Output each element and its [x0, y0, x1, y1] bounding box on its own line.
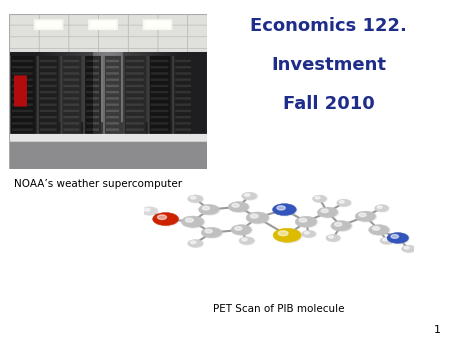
Circle shape — [381, 237, 395, 244]
Circle shape — [402, 245, 416, 252]
Circle shape — [369, 225, 389, 235]
Circle shape — [232, 225, 252, 235]
Circle shape — [369, 225, 390, 235]
Circle shape — [374, 205, 389, 212]
Circle shape — [318, 208, 339, 218]
Circle shape — [202, 228, 223, 238]
Circle shape — [181, 216, 204, 227]
Circle shape — [388, 233, 410, 244]
Circle shape — [273, 203, 296, 216]
Circle shape — [327, 235, 341, 242]
Circle shape — [335, 222, 342, 226]
Circle shape — [232, 203, 239, 207]
Circle shape — [295, 216, 317, 227]
Circle shape — [304, 232, 309, 234]
Circle shape — [382, 238, 387, 241]
Circle shape — [188, 195, 203, 202]
Circle shape — [201, 227, 222, 238]
Circle shape — [202, 206, 210, 210]
Circle shape — [153, 213, 179, 225]
Circle shape — [404, 246, 409, 249]
Circle shape — [359, 213, 366, 217]
Circle shape — [244, 194, 250, 196]
Circle shape — [375, 205, 389, 212]
Circle shape — [296, 217, 318, 227]
Circle shape — [243, 193, 257, 200]
Circle shape — [188, 240, 203, 247]
Circle shape — [373, 226, 380, 230]
Circle shape — [142, 207, 158, 215]
Circle shape — [326, 235, 340, 241]
Circle shape — [246, 212, 269, 223]
Circle shape — [229, 202, 250, 212]
Circle shape — [321, 209, 328, 213]
Circle shape — [356, 212, 377, 222]
Circle shape — [189, 195, 203, 203]
Circle shape — [380, 237, 394, 244]
Circle shape — [190, 196, 196, 199]
Text: Fall 2010: Fall 2010 — [283, 95, 374, 113]
Circle shape — [158, 215, 166, 219]
Circle shape — [338, 199, 351, 207]
Circle shape — [198, 204, 219, 215]
Circle shape — [315, 196, 320, 199]
Circle shape — [242, 238, 247, 241]
Circle shape — [185, 218, 193, 222]
Circle shape — [274, 229, 302, 243]
Circle shape — [274, 204, 297, 216]
Text: PET Scan of PIB molecule: PET Scan of PIB molecule — [213, 304, 345, 314]
Circle shape — [313, 195, 327, 202]
Circle shape — [190, 241, 196, 244]
Circle shape — [242, 192, 257, 200]
Circle shape — [339, 200, 344, 203]
Circle shape — [199, 205, 220, 215]
Circle shape — [231, 225, 252, 235]
Circle shape — [278, 231, 288, 236]
Circle shape — [273, 228, 301, 242]
Circle shape — [235, 226, 242, 230]
Text: 1: 1 — [434, 324, 441, 335]
Text: Economics 122.: Economics 122. — [250, 17, 407, 35]
Circle shape — [377, 206, 382, 209]
Circle shape — [144, 208, 150, 211]
Circle shape — [154, 213, 180, 226]
Circle shape — [299, 218, 307, 222]
Circle shape — [247, 213, 270, 224]
Circle shape — [331, 221, 351, 231]
Circle shape — [328, 236, 333, 238]
Circle shape — [332, 221, 352, 231]
Circle shape — [239, 237, 254, 244]
Circle shape — [141, 207, 158, 215]
Circle shape — [387, 233, 409, 243]
Circle shape — [302, 231, 316, 238]
Circle shape — [391, 235, 399, 238]
Circle shape — [312, 195, 327, 202]
Circle shape — [250, 214, 258, 218]
Circle shape — [240, 237, 255, 245]
Circle shape — [182, 217, 205, 228]
Circle shape — [355, 211, 376, 221]
Circle shape — [317, 207, 338, 217]
Text: Investment: Investment — [271, 56, 386, 74]
Circle shape — [277, 206, 285, 210]
Circle shape — [228, 202, 249, 212]
Circle shape — [302, 231, 316, 237]
Circle shape — [337, 199, 351, 206]
Circle shape — [205, 229, 212, 233]
Circle shape — [189, 240, 203, 247]
Text: NOAA’s weather supercomputer: NOAA’s weather supercomputer — [14, 179, 182, 189]
Circle shape — [401, 245, 416, 252]
